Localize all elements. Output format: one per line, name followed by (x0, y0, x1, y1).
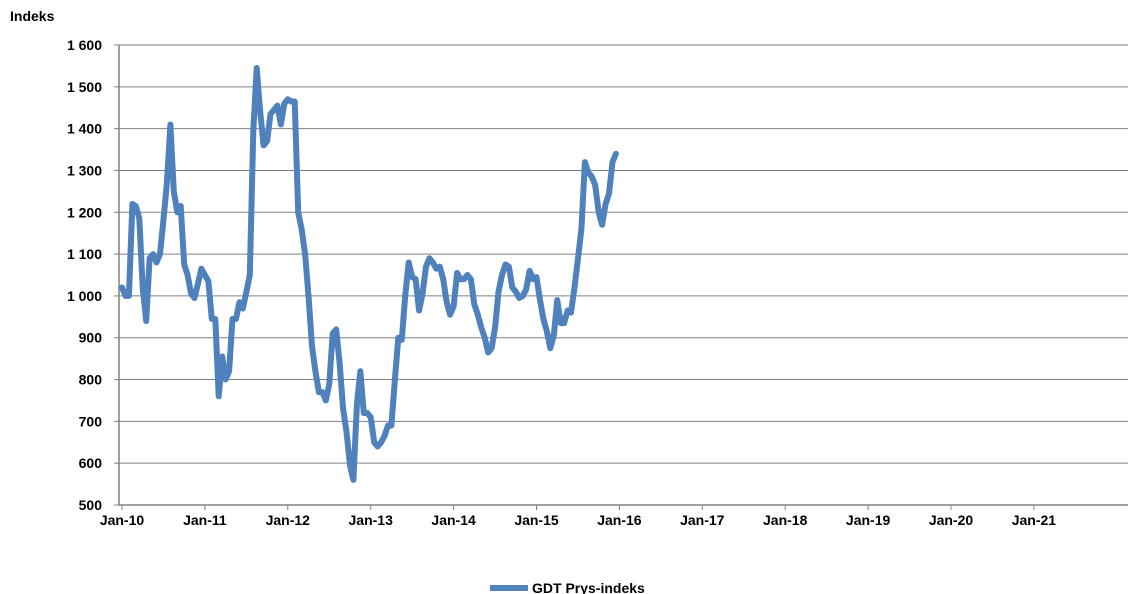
x-tick-labels: Jan-10 Jan-11 Jan-12 Jan-13 Jan-14 Jan-15 Jan-… (100, 512, 1056, 528)
legend: GDT Prys-indeks (490, 580, 645, 594)
x-tick-label: Jan-14 (431, 512, 476, 528)
y-tick-label: 1 100 (67, 246, 102, 262)
y-tick-label: 700 (79, 413, 103, 429)
y-tick-label: 600 (79, 455, 103, 471)
x-tick-label: Jan-19 (846, 512, 891, 528)
axes (118, 45, 1128, 510)
x-tick-label: Jan-12 (266, 512, 311, 528)
y-tick-labels: 500 600 700 800 900 1 000 1 100 1 200 1 300 1 400… (67, 37, 102, 513)
x-tick-label: Jan-20 (929, 512, 974, 528)
x-tick-label: Jan-11 (183, 512, 227, 528)
x-tick-label: Jan-16 (597, 512, 642, 528)
x-tick-label: Jan-21 (1012, 512, 1057, 528)
y-axis-title: Indeks (10, 8, 55, 24)
legend-label: GDT Prys-indeks (532, 580, 645, 594)
y-tick-label: 1 300 (67, 162, 102, 178)
y-tick-label: 1 200 (67, 204, 102, 220)
y-tick-label: 900 (79, 330, 103, 346)
y-tick-label: 1 500 (67, 79, 102, 95)
x-tick-label: Jan-13 (349, 512, 394, 528)
x-tick-label: Jan-15 (514, 512, 559, 528)
y-tick-label: 1 000 (67, 288, 102, 304)
x-tick-label: Jan-10 (100, 512, 145, 528)
series-line-0 (119, 65, 619, 483)
y-tick-label: 1 400 (67, 121, 102, 137)
y-tick-label: 800 (79, 372, 103, 388)
x-tick-label: Jan-18 (763, 512, 808, 528)
y-tick-label: 1 600 (67, 37, 102, 53)
series-lines (119, 65, 619, 483)
x-tick-label: Jan-17 (680, 512, 725, 528)
gridlines (114, 44, 1128, 506)
y-tick-label: 500 (79, 497, 103, 513)
